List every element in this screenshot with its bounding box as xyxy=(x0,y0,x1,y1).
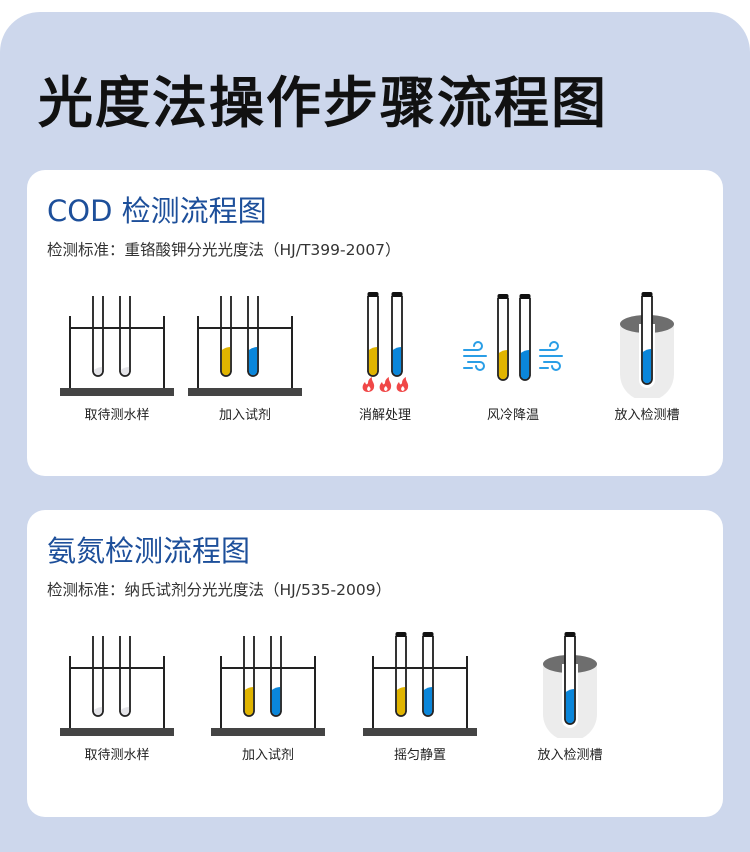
process-step: 取待测水样 xyxy=(47,628,187,763)
process-step: 放入检测槽 xyxy=(500,628,640,763)
ammonia-section-card: 氨氮检测流程图 检测标准：纳氏试剂分光光度法（HJ/535-2009） 取待测水… xyxy=(27,510,723,817)
step-label: 放入检测槽 xyxy=(614,408,680,423)
rack-reagent-icon xyxy=(188,296,302,396)
step-label: 取待测水样 xyxy=(84,408,150,423)
page-background: 光度法操作步骤流程图 COD 检测流程图 检测标准：重铬酸钾分光光度法（HJ/T… xyxy=(0,12,750,852)
page-title: 光度法操作步骤流程图 xyxy=(38,71,609,135)
air-cooling-icon xyxy=(463,294,563,381)
process-step: 放入检测槽 xyxy=(577,288,717,423)
process-step: 风冷降温 xyxy=(443,288,583,423)
step-label: 摇匀静置 xyxy=(393,748,446,763)
section-standard: 检测标准：重铬酸钾分光光度法（HJ/T399-2007） xyxy=(47,241,401,259)
rack-capped-icon xyxy=(363,632,477,736)
step-label: 放入检测槽 xyxy=(537,748,603,763)
step-label: 加入试剂 xyxy=(218,408,271,423)
cod-section-card: COD 检测流程图 检测标准：重铬酸钾分光光度法（HJ/T399-2007） 取… xyxy=(27,170,723,476)
rack-sample-icon xyxy=(60,296,174,396)
rack-sample-icon xyxy=(60,636,174,736)
step-label: 风冷降温 xyxy=(486,408,539,423)
section-title: 氨氮检测流程图 xyxy=(47,534,251,568)
process-step: 加入试剂 xyxy=(175,288,315,423)
step-label: 加入试剂 xyxy=(241,748,294,763)
rack-reagent-icon xyxy=(211,636,325,736)
process-step: 摇匀静置 xyxy=(350,628,490,763)
heating-tubes-icon xyxy=(362,292,409,392)
step-label: 消解处理 xyxy=(358,408,411,423)
step-label: 取待测水样 xyxy=(84,748,150,763)
process-step: 取待测水样 xyxy=(47,288,187,423)
detection-cell-icon xyxy=(620,292,674,398)
process-step: 加入试剂 xyxy=(198,628,338,763)
section-standard: 检测标准：纳氏试剂分光光度法（HJ/535-2009） xyxy=(47,581,392,599)
section-title: COD 检测流程图 xyxy=(47,194,267,228)
detection-cell-icon xyxy=(543,632,597,738)
process-step: 消解处理 xyxy=(315,288,455,423)
